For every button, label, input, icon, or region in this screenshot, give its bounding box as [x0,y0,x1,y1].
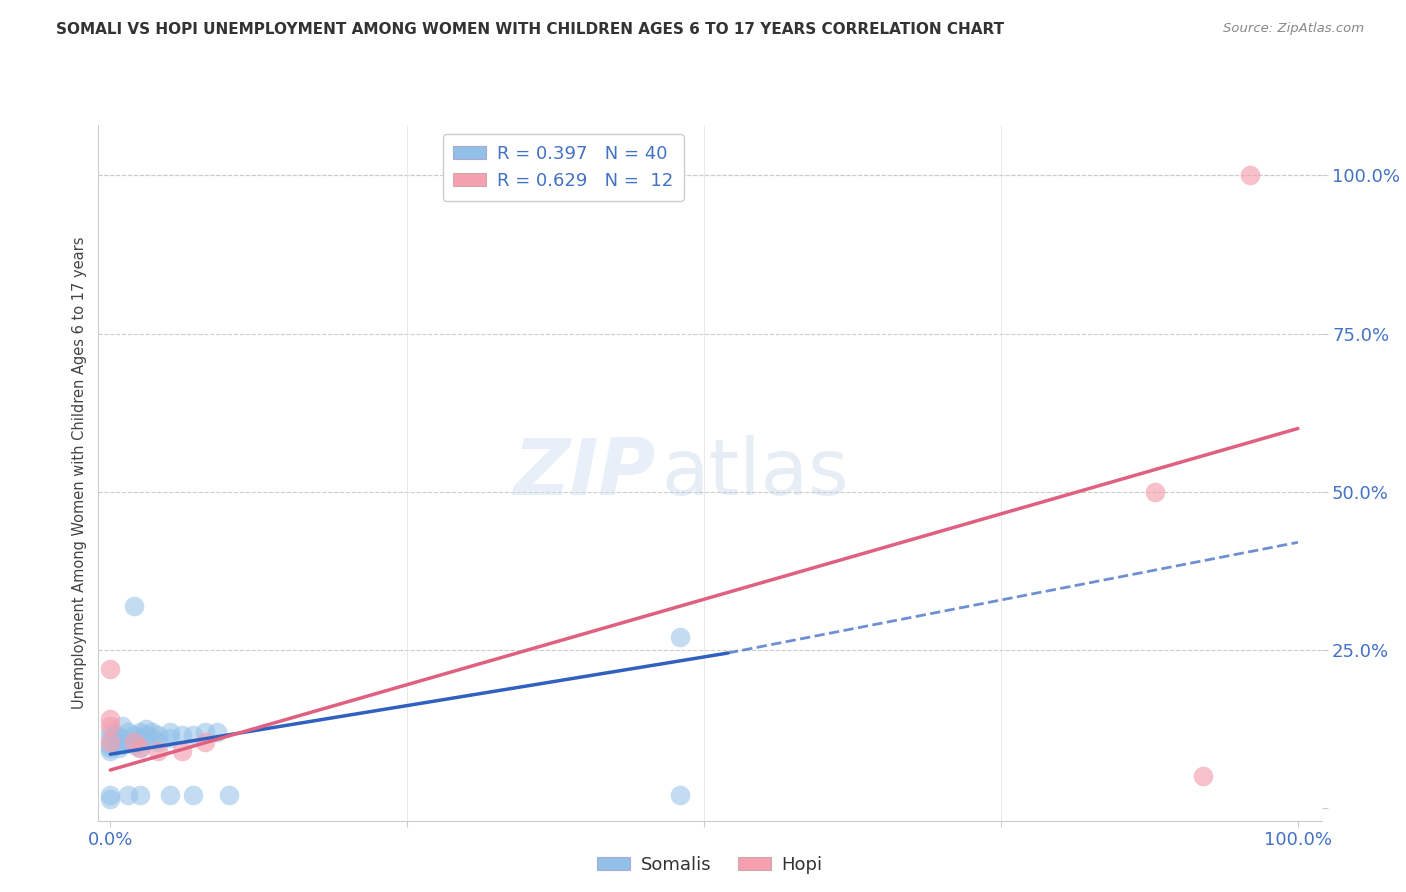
Point [141,731,163,746]
Point [107,740,129,755]
Point [98,789,121,803]
Point [159,731,181,746]
Point [135,728,157,742]
Point [129,740,152,755]
Point [129,731,152,746]
Point [98,744,121,758]
Y-axis label: Unemployment Among Women with Children Ages 6 to 17 years: Unemployment Among Women with Children A… [72,236,87,709]
Legend: Somalis, Hopi: Somalis, Hopi [591,849,830,881]
Point [129,789,152,803]
Point [1239,169,1261,183]
Point [105,738,128,752]
Point [194,725,217,739]
Point [111,738,134,752]
Text: atlas: atlas [661,434,849,511]
Point [159,725,181,739]
Point [205,725,228,739]
Point [170,744,193,758]
Point [146,744,169,758]
Point [122,599,145,613]
Point [129,740,152,755]
Point [1144,484,1167,499]
Point [669,789,692,803]
Point [1192,769,1215,783]
Point [122,738,145,752]
Point [117,734,139,748]
Point [122,734,145,748]
Point [98,662,121,676]
Point [218,789,240,803]
Point [146,734,169,748]
Point [98,734,121,748]
Point [135,722,157,736]
Text: ZIP: ZIP [513,434,655,511]
Point [159,789,181,803]
Point [105,728,128,742]
Point [111,731,134,746]
Point [122,728,145,742]
Point [98,731,121,746]
Point [141,725,163,739]
Point [146,728,169,742]
Point [129,725,152,739]
Text: SOMALI VS HOPI UNEMPLOYMENT AMONG WOMEN WITH CHILDREN AGES 6 TO 17 YEARS CORRELA: SOMALI VS HOPI UNEMPLOYMENT AMONG WOMEN … [56,22,1004,37]
Point [170,728,193,742]
Point [111,719,134,733]
Point [669,630,692,644]
Point [194,734,217,748]
Point [98,738,121,752]
Point [98,791,121,805]
Point [117,789,139,803]
Point [117,725,139,739]
Point [98,719,121,733]
Point [183,728,205,742]
Point [98,740,121,755]
Point [98,725,121,739]
Text: Source: ZipAtlas.com: Source: ZipAtlas.com [1223,22,1364,36]
Point [98,713,121,727]
Point [183,789,205,803]
